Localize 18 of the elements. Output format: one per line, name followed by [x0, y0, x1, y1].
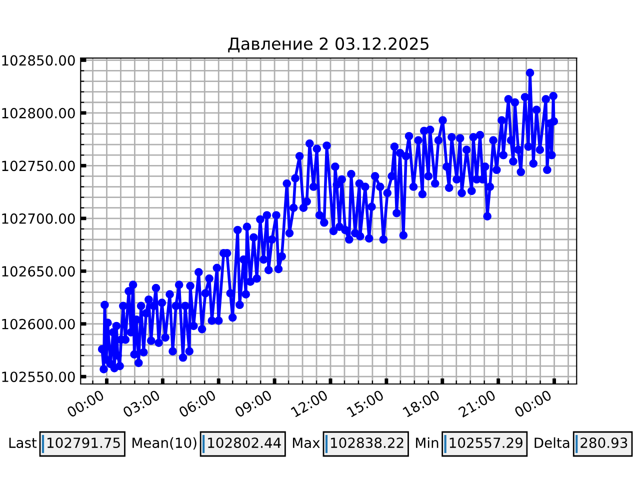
text: 280.93	[580, 438, 628, 448]
y-tick-label: 102750.00	[2, 160, 75, 172]
text: 102557.29	[450, 438, 522, 448]
chart-title: Давление 2 03.12.2025	[228, 37, 428, 52]
y-tick-label: 102800.00	[2, 108, 75, 118]
y-tick-label: 102700.00	[2, 213, 75, 224]
text: 102838.22	[331, 438, 404, 448]
text: Max	[292, 438, 320, 448]
y-tick-label: 102650.00	[2, 266, 75, 277]
y-tick-label: 102600.00	[2, 318, 75, 330]
y-tick-label: 102550.00	[2, 372, 75, 382]
text: Last	[9, 438, 37, 448]
text: Delta	[534, 437, 570, 448]
text: Mean(10)	[132, 437, 196, 450]
y-tick-label: 102850.00	[2, 55, 75, 66]
text: Min	[416, 437, 438, 448]
text: 102791.75	[48, 438, 120, 448]
text: 102802.44	[208, 438, 281, 448]
